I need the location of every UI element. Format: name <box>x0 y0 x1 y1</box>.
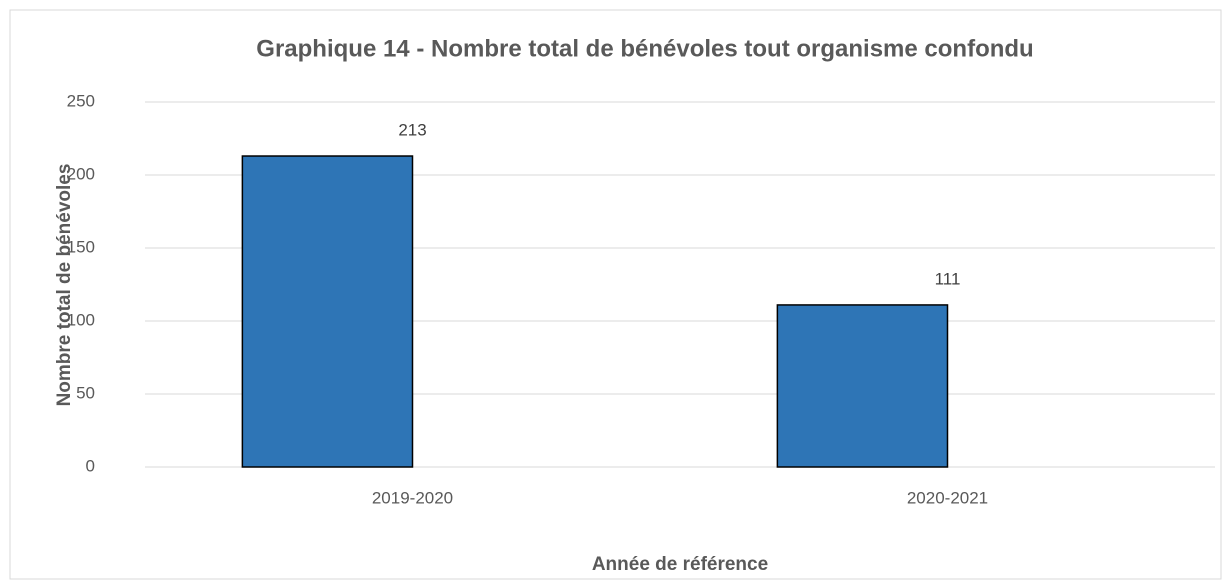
x-axis-title: Année de référence <box>592 554 768 575</box>
bar <box>776 304 949 468</box>
data-label: 213 <box>398 121 426 140</box>
y-tick-label: 0 <box>86 456 95 475</box>
x-tick-label: 2019-2020 <box>372 488 453 507</box>
y-tick-label: 100 <box>67 310 95 329</box>
x-tick-label: 2020-2021 <box>907 488 988 507</box>
chart-title: Graphique 14 - Nombre total de bénévoles… <box>256 35 1033 62</box>
bar <box>241 155 414 468</box>
y-tick-label: 200 <box>67 164 95 183</box>
y-tick-label: 250 <box>67 91 95 110</box>
chart-border <box>9 9 1222 580</box>
y-tick-label: 50 <box>76 383 95 402</box>
y-tick-label: 150 <box>67 237 95 256</box>
y-axis-title: Nombre total de bénévoles <box>54 164 75 407</box>
data-label: 111 <box>935 269 961 288</box>
